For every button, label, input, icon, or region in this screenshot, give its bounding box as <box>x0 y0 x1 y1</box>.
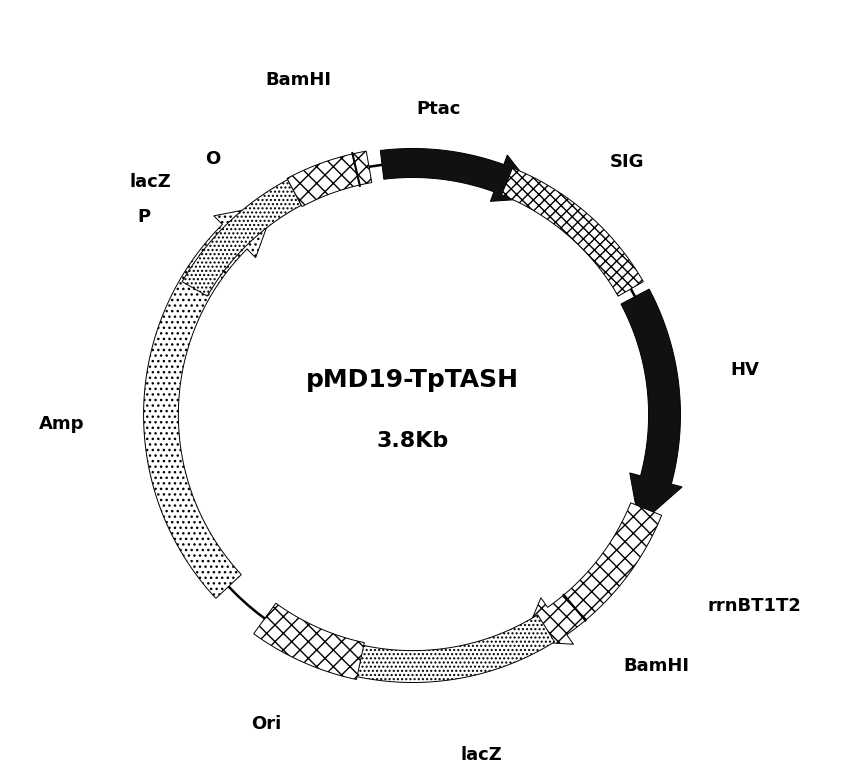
Text: rrnBT1T2: rrnBT1T2 <box>707 597 801 615</box>
Polygon shape <box>253 603 365 680</box>
Text: Ori: Ori <box>252 715 282 733</box>
Text: BamHI: BamHI <box>265 71 331 89</box>
Polygon shape <box>287 614 555 683</box>
Text: pMD19-TpTASH: pMD19-TpTASH <box>306 368 520 392</box>
Polygon shape <box>287 151 372 207</box>
Text: O: O <box>205 150 220 168</box>
Polygon shape <box>144 204 275 598</box>
Polygon shape <box>182 180 301 296</box>
Text: 3.8Kb: 3.8Kb <box>377 431 449 451</box>
Polygon shape <box>621 289 682 524</box>
Polygon shape <box>502 168 644 296</box>
Text: Amp: Amp <box>39 414 85 433</box>
Text: Ptac: Ptac <box>417 100 461 118</box>
Text: lacZ: lacZ <box>129 172 171 191</box>
Text: BamHI: BamHI <box>624 657 690 675</box>
Text: SIG: SIG <box>610 153 645 171</box>
Text: HV: HV <box>730 361 759 379</box>
Polygon shape <box>523 503 662 644</box>
Polygon shape <box>380 148 541 201</box>
Text: lacZ: lacZ <box>461 746 502 764</box>
Text: P: P <box>138 208 151 226</box>
